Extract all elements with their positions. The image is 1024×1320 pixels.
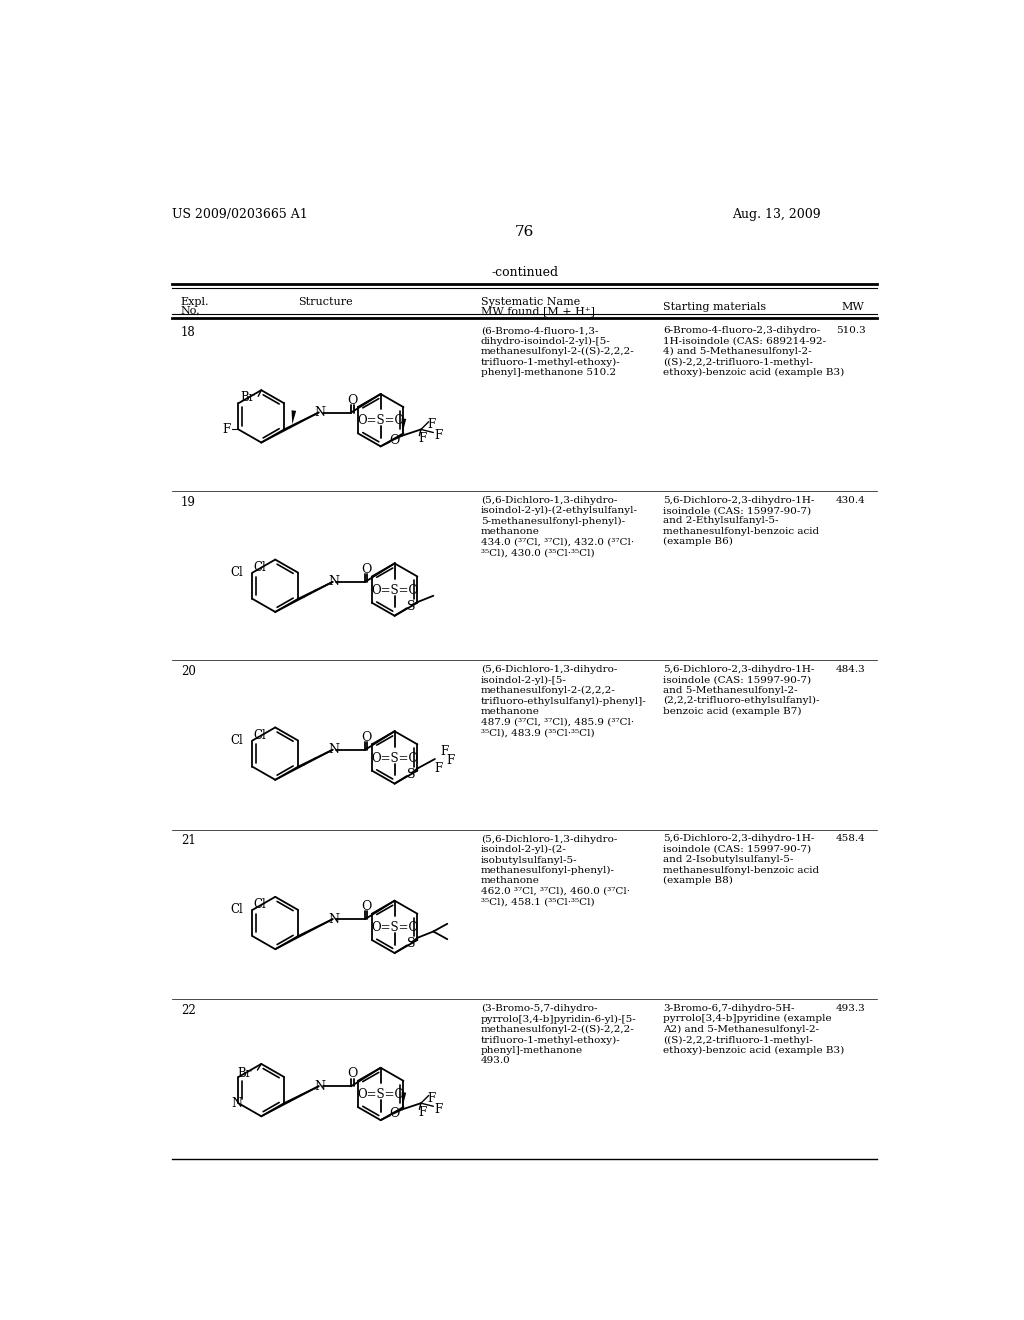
Text: O=S=O: O=S=O bbox=[371, 751, 418, 764]
Text: N: N bbox=[231, 1097, 243, 1110]
Text: F: F bbox=[434, 1102, 442, 1115]
Text: O: O bbox=[347, 1068, 358, 1081]
Text: 22: 22 bbox=[180, 1003, 196, 1016]
Text: Cl: Cl bbox=[230, 903, 244, 916]
Text: Br: Br bbox=[241, 391, 255, 404]
Text: 5,6-Dichloro-2,3-dihydro-1H-
isoindole (CAS: 15997-90-7)
and 2-Ethylsulfanyl-5-
: 5,6-Dichloro-2,3-dihydro-1H- isoindole (… bbox=[663, 496, 819, 546]
Text: MW: MW bbox=[842, 302, 864, 312]
Text: 484.3: 484.3 bbox=[836, 665, 866, 675]
Text: N: N bbox=[328, 576, 339, 589]
Text: Structure: Structure bbox=[298, 297, 353, 306]
Text: F: F bbox=[222, 422, 230, 436]
Text: S: S bbox=[408, 937, 416, 950]
Text: 18: 18 bbox=[180, 326, 196, 339]
Text: 510.3: 510.3 bbox=[836, 326, 866, 335]
Text: N: N bbox=[314, 1080, 325, 1093]
Text: 6-Bromo-4-fluoro-2,3-dihydro-
1H-isoindole (CAS: 689214-92-
4) and 5-Methanesulf: 6-Bromo-4-fluoro-2,3-dihydro- 1H-isoindo… bbox=[663, 326, 844, 378]
Text: O: O bbox=[389, 1107, 399, 1121]
Text: S: S bbox=[408, 768, 416, 781]
Text: 76: 76 bbox=[515, 224, 535, 239]
Text: N: N bbox=[314, 407, 325, 418]
Text: O=S=O: O=S=O bbox=[357, 1088, 404, 1101]
Text: Cl: Cl bbox=[230, 566, 244, 579]
Text: O=S=O: O=S=O bbox=[371, 583, 418, 597]
Text: N: N bbox=[328, 912, 339, 925]
Text: F: F bbox=[428, 1092, 436, 1105]
Text: 493.3: 493.3 bbox=[836, 1003, 866, 1012]
Text: F: F bbox=[446, 754, 455, 767]
Text: 5,6-Dichloro-2,3-dihydro-1H-
isoindole (CAS: 15997-90-7)
and 5-Methanesulfonyl-2: 5,6-Dichloro-2,3-dihydro-1H- isoindole (… bbox=[663, 665, 819, 715]
Polygon shape bbox=[292, 411, 296, 425]
Text: Cl: Cl bbox=[253, 898, 266, 911]
Text: No.: No. bbox=[180, 306, 201, 317]
Text: O=S=O: O=S=O bbox=[357, 414, 404, 428]
Text: 21: 21 bbox=[180, 834, 196, 847]
Text: S: S bbox=[408, 601, 416, 612]
Text: O: O bbox=[361, 900, 372, 913]
Text: O: O bbox=[361, 731, 372, 744]
Text: F: F bbox=[428, 418, 436, 432]
Text: (6-Bromo-4-fluoro-1,3-
dihydro-isoindol-2-yl)-[5-
methanesulfonyl-2-((S)-2,2,2-
: (6-Bromo-4-fluoro-1,3- dihydro-isoindol-… bbox=[480, 326, 635, 378]
Text: 20: 20 bbox=[180, 665, 196, 678]
Text: 430.4: 430.4 bbox=[836, 496, 866, 504]
Text: Cl: Cl bbox=[253, 561, 266, 574]
Text: F: F bbox=[434, 429, 442, 442]
Text: 458.4: 458.4 bbox=[836, 834, 866, 843]
Text: F: F bbox=[440, 744, 449, 758]
Text: 3-Bromo-6,7-dihydro-5H-
pyrrolo[3,4-b]pyridine (example
A2) and 5-Methanesulfony: 3-Bromo-6,7-dihydro-5H- pyrrolo[3,4-b]py… bbox=[663, 1003, 844, 1055]
Text: F: F bbox=[434, 762, 442, 775]
Text: Cl: Cl bbox=[230, 734, 244, 747]
Text: O: O bbox=[389, 434, 399, 446]
Text: (3-Bromo-5,7-dihydro-
pyrrolo[3,4-b]pyridin-6-yl)-[5-
methanesulfonyl-2-((S)-2,2: (3-Bromo-5,7-dihydro- pyrrolo[3,4-b]pyri… bbox=[480, 1003, 636, 1065]
Text: Systematic Name: Systematic Name bbox=[480, 297, 580, 308]
Text: (5,6-Dichloro-1,3-dihydro-
isoindol-2-yl)-(2-ethylsulfanyl-
5-methanesulfonyl-ph: (5,6-Dichloro-1,3-dihydro- isoindol-2-yl… bbox=[480, 496, 638, 557]
Text: 5,6-Dichloro-2,3-dihydro-1H-
isoindole (CAS: 15997-90-7)
and 2-Isobutylsulfanyl-: 5,6-Dichloro-2,3-dihydro-1H- isoindole (… bbox=[663, 834, 819, 886]
Text: Expl.: Expl. bbox=[180, 297, 209, 308]
Text: Aug. 13, 2009: Aug. 13, 2009 bbox=[732, 209, 821, 222]
Text: Br: Br bbox=[238, 1067, 252, 1080]
Polygon shape bbox=[401, 418, 407, 434]
Text: Cl: Cl bbox=[253, 729, 266, 742]
Text: US 2009/0203665 A1: US 2009/0203665 A1 bbox=[172, 209, 308, 222]
Text: (5,6-Dichloro-1,3-dihydro-
isoindol-2-yl)-(2-
isobutylsulfanyl-5-
methanesulfony: (5,6-Dichloro-1,3-dihydro- isoindol-2-yl… bbox=[480, 834, 630, 907]
Text: N: N bbox=[328, 743, 339, 756]
Text: Starting materials: Starting materials bbox=[663, 302, 766, 312]
Text: (5,6-Dichloro-1,3-dihydro-
isoindol-2-yl)-[5-
methanesulfonyl-2-(2,2,2-
trifluor: (5,6-Dichloro-1,3-dihydro- isoindol-2-yl… bbox=[480, 665, 646, 737]
Text: O=S=O: O=S=O bbox=[371, 921, 418, 935]
Text: F: F bbox=[419, 432, 427, 445]
Polygon shape bbox=[401, 1092, 407, 1107]
Text: F: F bbox=[419, 1106, 427, 1119]
Text: O: O bbox=[347, 393, 358, 407]
Text: MW found [M + H⁺]: MW found [M + H⁺] bbox=[480, 306, 595, 317]
Text: 19: 19 bbox=[180, 496, 196, 508]
Text: -continued: -continued bbox=[492, 265, 558, 279]
Text: O: O bbox=[361, 564, 372, 576]
